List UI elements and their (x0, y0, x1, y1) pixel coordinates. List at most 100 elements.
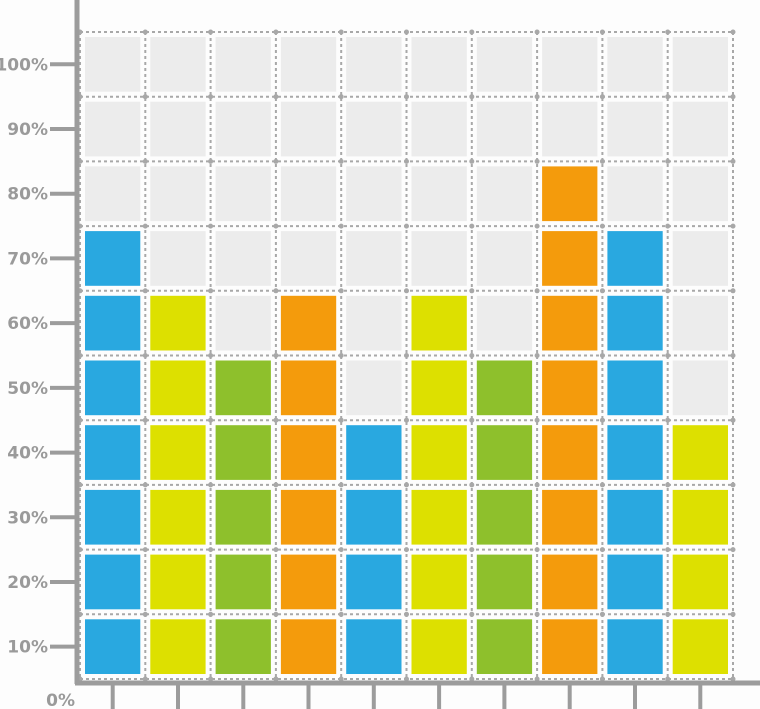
grid-dot (665, 353, 671, 358)
bar-9-cell (607, 231, 663, 286)
bar-3-cell (215, 554, 271, 610)
grid-dot (730, 158, 736, 164)
empty-cell (85, 37, 141, 92)
empty-cell (607, 166, 663, 222)
empty-cell (411, 166, 467, 222)
grid-dot (338, 482, 344, 488)
grid-dot (599, 158, 605, 164)
empty-cell (476, 295, 533, 351)
bar-9-cell (607, 360, 663, 416)
bar-10-cell (672, 554, 728, 610)
y-tick-label: 40% (7, 444, 48, 464)
grid-dot (730, 223, 736, 229)
bar-1-cell (85, 554, 141, 610)
grid-dot (338, 611, 344, 617)
grid-dot (599, 29, 605, 35)
y-tick-label: 10% (7, 638, 48, 658)
grid-dot (208, 547, 214, 553)
grid-dot (142, 353, 148, 358)
grid-dot (404, 223, 409, 229)
grid-dot (404, 353, 409, 358)
y-tick-label: 100% (0, 55, 48, 75)
empty-cell (476, 231, 533, 286)
empty-cell (672, 295, 728, 351)
grid-dot (469, 223, 475, 229)
bar-1-cell (85, 231, 141, 286)
grid-dot (273, 223, 279, 229)
grid-dot (142, 158, 148, 164)
grid-dot (142, 94, 148, 100)
grid-dot (665, 29, 671, 35)
empty-cell (150, 166, 206, 222)
grid-dot (730, 353, 736, 358)
grid-dot (404, 29, 409, 35)
bar-6-cell (411, 554, 467, 610)
empty-cell (150, 231, 206, 286)
empty-cell (150, 101, 206, 157)
bar-4-cell (280, 360, 337, 416)
empty-cell (607, 37, 663, 92)
grid-dot (730, 547, 736, 553)
y-tick-label: 20% (7, 573, 48, 593)
grid-dot (273, 547, 279, 553)
grid-dot (534, 94, 540, 100)
bar-6-cell (411, 619, 467, 674)
bar-2-cell (150, 554, 206, 610)
grid-dot (208, 611, 214, 617)
grid-dot (273, 288, 279, 294)
grid-dot (534, 482, 540, 488)
bar-8-cell (542, 425, 598, 480)
grid-dot (469, 353, 475, 358)
grid-dot (665, 676, 671, 682)
grid-dot (469, 676, 475, 682)
grid-dot (469, 29, 475, 35)
bar-1-cell (85, 425, 141, 480)
y-tick-label: 70% (7, 249, 48, 269)
bar-8-cell (542, 554, 598, 610)
empty-cell (346, 166, 402, 222)
bar-3-cell (215, 360, 271, 416)
grid-dot (142, 676, 148, 682)
grid-dot (665, 611, 671, 617)
grid-dot (208, 417, 214, 423)
grid-dot (338, 223, 344, 229)
bar-9-cell (607, 295, 663, 351)
grid-dot (404, 611, 409, 617)
empty-cell (346, 295, 402, 351)
empty-cell (672, 360, 728, 416)
bar-1-cell (85, 295, 141, 351)
grid-dot (599, 94, 605, 100)
bar-1-cell (85, 489, 141, 545)
empty-cell (346, 101, 402, 157)
grid-dot (338, 29, 344, 35)
grid-dot (273, 417, 279, 423)
grid-dot (338, 288, 344, 294)
bar-6-cell (411, 295, 467, 351)
grid-dot (404, 94, 409, 100)
bar-9-cell (607, 554, 663, 610)
grid-dot (534, 611, 540, 617)
grid-dot (208, 288, 214, 294)
grid-dot (142, 482, 148, 488)
empty-cell (411, 101, 467, 157)
grid-dot (730, 94, 736, 100)
bar-7-cell (476, 554, 533, 610)
grid-dot (208, 158, 214, 164)
grid-dot (730, 417, 736, 423)
empty-cell (215, 295, 271, 351)
grid-dot (404, 676, 409, 682)
grid-dot (404, 547, 409, 553)
bar-7-cell (476, 360, 533, 416)
grid-dot (338, 547, 344, 553)
bar-4-cell (280, 619, 337, 674)
empty-cell (542, 101, 598, 157)
bar-6-cell (411, 425, 467, 480)
bar-9-cell (607, 489, 663, 545)
y-tick-label: 50% (7, 379, 48, 399)
grid-dot (208, 482, 214, 488)
bar-1-cell (85, 360, 141, 416)
grid-dot (534, 288, 540, 294)
empty-cell (672, 37, 728, 92)
grid-dot (404, 158, 409, 164)
